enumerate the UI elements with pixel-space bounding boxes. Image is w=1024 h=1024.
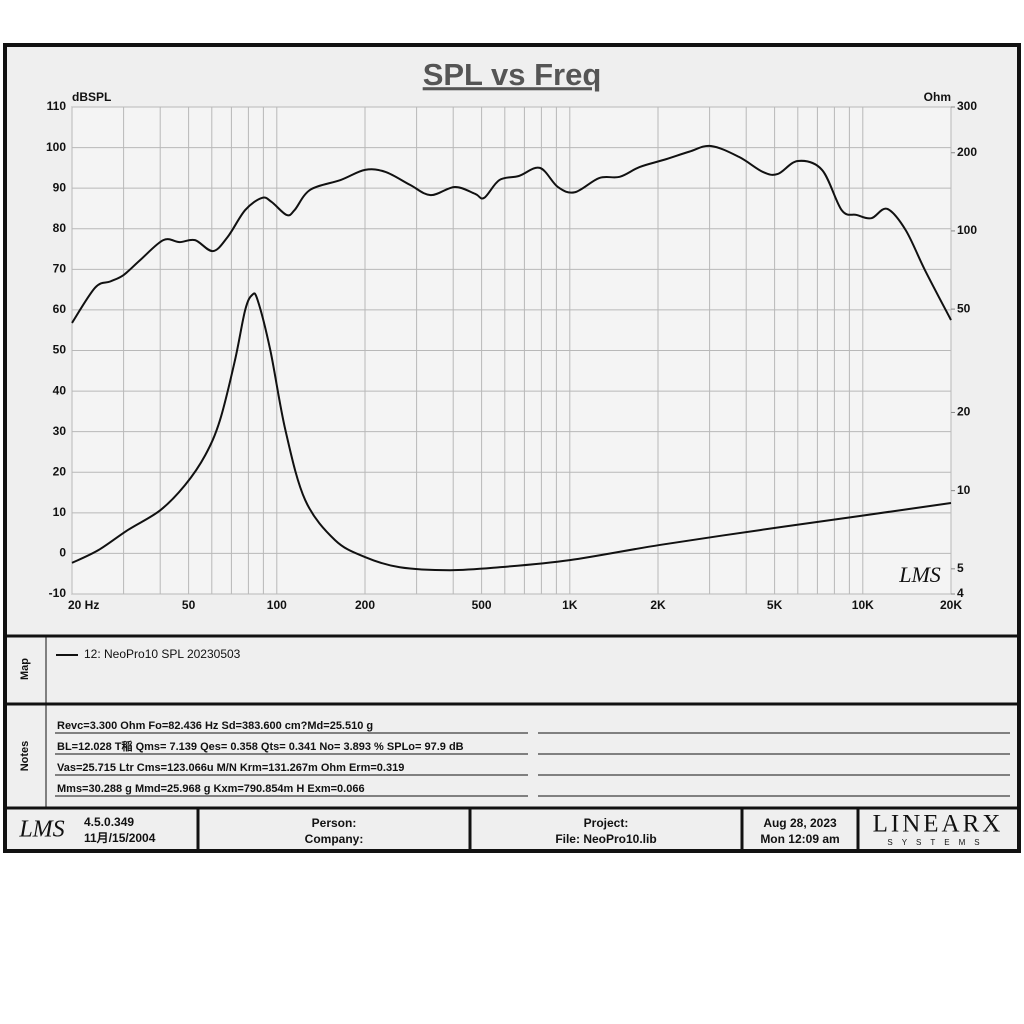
y-tick-label: -10	[49, 586, 67, 600]
y-tick-label: 100	[46, 140, 66, 154]
y-tick-label: 20	[53, 464, 67, 478]
y-tick-label: 30	[53, 424, 67, 438]
y-tick-label: 60	[53, 302, 67, 316]
project: Project:	[584, 816, 629, 830]
x-tick-label: 10K	[852, 598, 874, 612]
map-label: Map	[19, 658, 31, 680]
y-tick-label: 110	[47, 99, 67, 113]
person: Person:	[312, 816, 357, 830]
lms-logo: LMS	[18, 817, 64, 843]
y2-tick-label: 300	[957, 99, 977, 113]
chart-title: SPL vs Freq	[423, 57, 602, 92]
y2-tick-label: 5	[957, 561, 964, 575]
print-time: Mon 12:09 am	[760, 832, 839, 846]
x-tick-label: 5K	[767, 598, 783, 612]
y-axis-label: dBSPL	[72, 90, 111, 104]
y-tick-label: 50	[53, 343, 67, 357]
brand: LINEARX	[873, 811, 1004, 838]
y-tick-label: 10	[53, 505, 67, 519]
version: 4.5.0.349	[84, 815, 134, 829]
note-line: Mms=30.288 g Mmd=25.968 g Kxm=790.854m H…	[57, 783, 365, 795]
y-tick-label: 0	[59, 546, 66, 560]
legend-entry: 12: NeoPro10 SPL 20230503	[84, 647, 241, 661]
y2-tick-label: 50	[957, 301, 971, 315]
y2-tick-label: 100	[957, 223, 977, 237]
notes-panel: Revc=3.300 Ohm Fo=82.436 Hz Sd=383.600 c…	[55, 720, 1010, 797]
x-tick-label: 500	[472, 598, 492, 612]
brand-sub: SYSTEMS	[887, 838, 988, 847]
x-tick-label: 50	[182, 598, 196, 612]
y2-tick-label: 4	[957, 586, 964, 600]
x-tick-label: 2K	[650, 598, 666, 612]
watermark: LMS	[898, 562, 941, 587]
y-tick-label: 70	[53, 262, 67, 276]
x-tick-label: 1K	[562, 598, 578, 612]
build-date: 11月/15/2004	[84, 831, 156, 845]
note-line: Revc=3.300 Ohm Fo=82.436 Hz Sd=383.600 c…	[57, 720, 373, 732]
x-tick-label: 20 Hz	[68, 598, 99, 612]
y-tick-label: 90	[53, 180, 67, 194]
notes-label: Notes	[19, 741, 31, 772]
print-date: Aug 28, 2023	[763, 816, 837, 830]
y2-axis-label: Ohm	[924, 90, 951, 104]
y2-tick-label: 200	[957, 145, 977, 159]
y-tick-label: 40	[53, 383, 67, 397]
company: Company:	[305, 832, 364, 846]
y2-tick-label: 10	[957, 483, 971, 497]
note-line: BL=12.028 T稲 Qms= 7.139 Qes= 0.358 Qts= …	[57, 739, 464, 753]
note-line: Vas=25.715 Ltr Cms=123.066u M/N Krm=131.…	[57, 762, 404, 774]
file: File: NeoPro10.lib	[555, 832, 656, 846]
y-tick-label: 80	[53, 221, 67, 235]
x-tick-label: 100	[267, 598, 287, 612]
x-tick-label: 20K	[940, 598, 962, 612]
series-line	[71, 144, 952, 324]
y2-tick-label: 20	[957, 405, 971, 419]
x-tick-label: 200	[355, 598, 375, 612]
series-line	[71, 292, 952, 572]
